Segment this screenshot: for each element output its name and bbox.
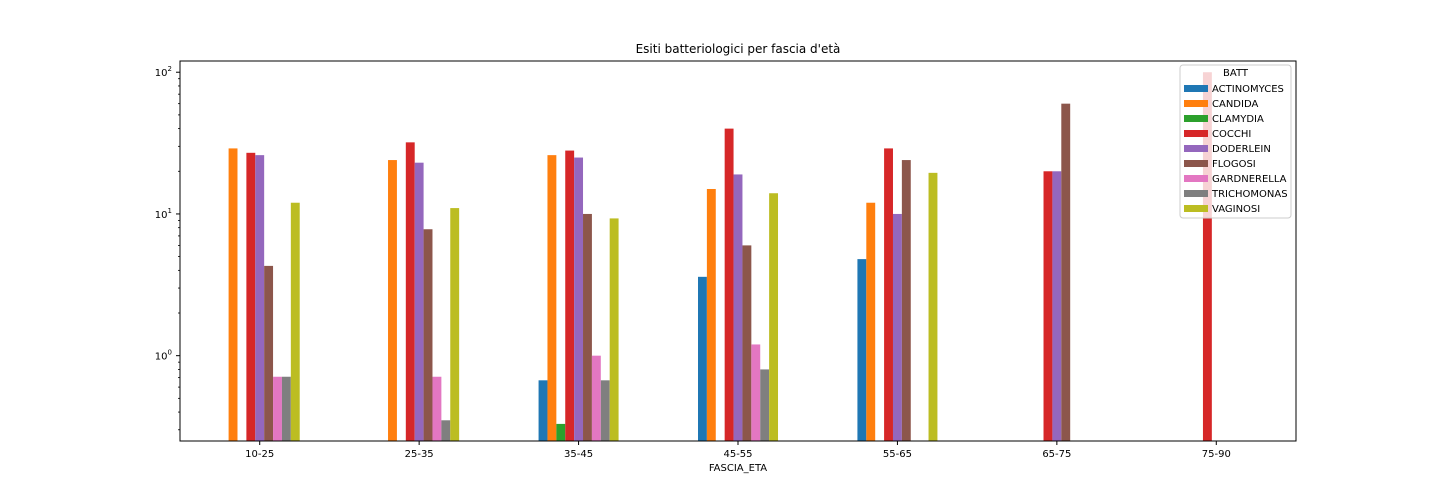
bar-vaginosi-10-25	[290, 202, 300, 441]
bar-gardnerella-35-45	[591, 355, 601, 441]
bar-doderlein-25-35	[414, 162, 424, 441]
bar-candida-55-65	[866, 202, 876, 441]
bar-actinomyces-55-65	[857, 259, 867, 441]
bar-trichomonas-45-55	[760, 369, 770, 441]
y-tick-label: 101	[155, 207, 172, 221]
bar-doderlein-35-45	[574, 157, 584, 442]
y-tick-label: 100	[155, 349, 172, 363]
x-tick-label: 65-75	[1042, 449, 1071, 460]
legend-label-cocchi: COCCHI	[1212, 129, 1251, 140]
legend-swatch-gardnerella	[1184, 175, 1208, 182]
bar-flogosi-55-65	[901, 160, 911, 441]
bar-clamydia-35-45	[556, 423, 566, 441]
legend-label-vaginosi: VAGINOSI	[1212, 204, 1260, 215]
bar-cocchi-75-90	[1202, 72, 1212, 441]
bar-trichomonas-10-25	[281, 376, 291, 441]
x-tick-label: 35-45	[564, 449, 593, 460]
bar-doderlein-55-65	[892, 213, 902, 441]
legend-swatch-candida	[1184, 100, 1208, 107]
bar-gardnerella-25-35	[432, 376, 442, 441]
bar-flogosi-35-45	[583, 213, 592, 441]
bar-cocchi-25-35	[405, 142, 415, 441]
legend-swatch-cocchi	[1184, 130, 1208, 137]
legend-swatch-vaginosi	[1184, 205, 1208, 212]
bar-cocchi-55-65	[884, 148, 893, 441]
legend-title: BATT	[1223, 68, 1249, 79]
bar-candida-35-45	[547, 155, 557, 441]
x-tick-label: 45-55	[723, 449, 752, 460]
bar-vaginosi-25-35	[450, 208, 460, 441]
legend-label-candida: CANDIDA	[1212, 99, 1258, 110]
bar-cocchi-45-55	[724, 128, 734, 441]
bar-trichomonas-25-35	[441, 420, 451, 441]
legend-swatch-trichomonas	[1184, 190, 1208, 197]
bar-vaginosi-45-55	[769, 193, 779, 441]
bar-actinomyces-45-55	[698, 276, 707, 441]
chart-title: Esiti batteriologici per fascia d'età	[636, 42, 841, 56]
legend-label-gardnerella: GARDNERELLA	[1212, 174, 1287, 185]
x-tick-label: 75-90	[1202, 449, 1231, 460]
bar-actinomyces-35-45	[538, 380, 548, 441]
bar-flogosi-25-35	[423, 229, 433, 441]
x-axis-label: FASCIA_ETA	[709, 463, 767, 474]
bar-doderlein-10-25	[255, 155, 265, 441]
x-tick-label: 25-35	[405, 449, 434, 460]
bar-flogosi-10-25	[264, 265, 274, 441]
legend-label-clamydia: CLAMYDIA	[1212, 114, 1264, 125]
x-tick-label: 10-25	[245, 449, 274, 460]
y-axis: 100 101 102	[155, 65, 180, 431]
bar-gardnerella-10-25	[273, 376, 282, 441]
bar-cocchi-65-75	[1043, 171, 1053, 441]
bar-flogosi-65-75	[1061, 103, 1071, 441]
bars-group	[228, 72, 1212, 442]
bar-doderlein-65-75	[1052, 171, 1062, 441]
legend-swatch-clamydia	[1184, 115, 1208, 122]
legend-swatch-doderlein	[1184, 145, 1208, 152]
legend-label-trichomonas: TRICHOMONAS	[1211, 189, 1288, 200]
legend-swatch-flogosi	[1184, 160, 1208, 167]
bar-flogosi-45-55	[742, 245, 752, 441]
legend-swatch-actinomyces	[1184, 85, 1208, 92]
bar-vaginosi-55-65	[928, 172, 938, 441]
x-axis: 10-25 25-35 35-45 45-55 55-65 65-75 75-90	[245, 441, 1231, 460]
legend-label-flogosi: FLOGOSI	[1212, 159, 1256, 170]
legend-label-actinomyces: ACTINOMYCES	[1212, 84, 1284, 95]
bar-cocchi-10-25	[246, 152, 256, 441]
bar-trichomonas-35-45	[600, 380, 610, 441]
bar-candida-10-25	[228, 148, 238, 441]
bar-doderlein-45-55	[733, 174, 743, 441]
x-tick-label: 55-65	[883, 449, 912, 460]
bar-candida-45-55	[706, 188, 716, 441]
legend: BATT ACTINOMYCES CANDIDA CLAMYDIA COCCHI DODE…	[1179, 64, 1292, 219]
legend-label-doderlein: DODERLEIN	[1212, 144, 1271, 155]
bar-candida-25-35	[388, 160, 397, 441]
bar-cocchi-35-45	[565, 150, 575, 441]
y-tick-label: 102	[155, 65, 172, 79]
bar-vaginosi-35-45	[609, 218, 619, 441]
bar-gardnerella-45-55	[751, 344, 761, 441]
